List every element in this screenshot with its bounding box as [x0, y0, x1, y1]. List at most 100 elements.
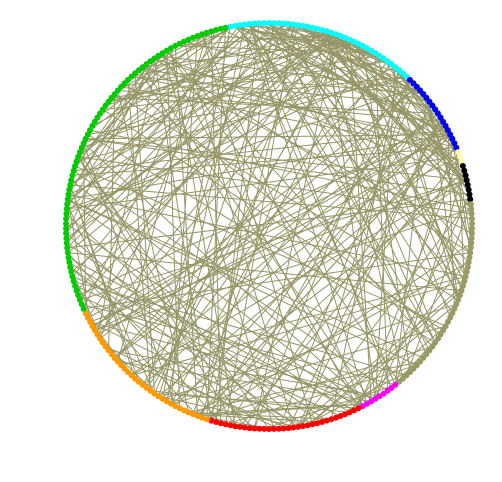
graph-node [468, 210, 475, 217]
graph-edge [69, 261, 323, 423]
graph-node [323, 28, 330, 35]
graph-edge [74, 165, 446, 327]
graph-node [185, 36, 192, 43]
graph-edge [96, 55, 159, 335]
graph-node [78, 144, 85, 151]
graph-edge [234, 25, 403, 74]
graph-node [261, 425, 268, 432]
graph-node [75, 153, 82, 160]
graph-node [227, 422, 234, 429]
graph-edge [72, 276, 376, 400]
graph-edge [66, 52, 164, 210]
graph-node [76, 149, 83, 156]
graph-edge [349, 39, 372, 402]
graph-node [67, 181, 74, 188]
graph-edge [307, 303, 457, 426]
graph-node [190, 34, 196, 41]
graph-node [468, 240, 475, 246]
graph-edge [158, 147, 457, 397]
graph-edge [146, 23, 255, 389]
graph-edge [87, 79, 410, 135]
graph-node [469, 225, 475, 232]
graph-node [67, 264, 74, 271]
graph-node [217, 25, 224, 32]
graph-edge [210, 31, 222, 424]
graph-edge [374, 194, 470, 400]
graph-node [458, 158, 465, 165]
graph-edge [68, 57, 384, 195]
graph-edge [76, 32, 332, 291]
graph-edge [77, 294, 341, 417]
graph-node [465, 186, 472, 193]
graph-edge [74, 285, 198, 417]
graph-edge [66, 22, 260, 205]
graph-node [467, 244, 474, 251]
graph-node [456, 153, 463, 160]
graph-edge [201, 24, 299, 418]
graph-node [464, 181, 471, 188]
graph-node [227, 23, 234, 30]
graph-edge [150, 37, 346, 392]
graph-edge [174, 45, 199, 417]
graph-edge [170, 325, 446, 405]
graph-node [251, 425, 258, 432]
graph-edge [297, 198, 471, 428]
graph-node [68, 268, 75, 275]
graph-node [75, 292, 82, 299]
graph-node [208, 28, 215, 35]
graph-edge [244, 129, 449, 428]
graph-node [304, 422, 311, 429]
graph-edge [206, 346, 433, 420]
graph-edge [105, 346, 280, 430]
graph-edge [134, 73, 155, 394]
graph-edge [297, 285, 464, 428]
graph-edge [108, 94, 116, 351]
graph-edge [73, 170, 388, 392]
graph-node [455, 296, 462, 303]
graph-edge [66, 24, 241, 244]
graph-edge [225, 364, 417, 425]
graph-edge [206, 242, 472, 420]
graph-node [222, 421, 229, 428]
graph-edge [307, 290, 462, 426]
graph-edge [89, 129, 472, 210]
graph-node [236, 423, 243, 430]
graph-edge [65, 32, 332, 229]
graph-node [468, 235, 475, 242]
graph-edge [94, 208, 472, 331]
graph-edge [67, 28, 318, 200]
graph-node [63, 225, 69, 232]
graph-edge [142, 66, 372, 402]
graph-edge [67, 199, 91, 322]
graph-edge [85, 138, 467, 181]
graph-edge [72, 23, 284, 277]
graph-edge [391, 63, 453, 140]
graph-edge [234, 25, 449, 131]
graph-node [304, 23, 311, 30]
graph-edge [302, 368, 414, 427]
graph-node [70, 167, 77, 174]
graph-edge [99, 86, 418, 339]
graph-edge [92, 23, 289, 127]
graph-node [78, 301, 85, 308]
graph-node [66, 259, 73, 266]
graph-node [63, 230, 70, 237]
graph-edge [374, 67, 396, 399]
graph-edge [349, 257, 470, 413]
graph-node [64, 244, 71, 251]
graph-node [465, 259, 472, 266]
graph-node [461, 278, 468, 285]
graph-node [270, 20, 277, 27]
graph-node [466, 191, 473, 198]
graph-node [453, 301, 460, 308]
graph-edge [67, 252, 222, 424]
graph-node [332, 414, 339, 421]
graph-node [459, 163, 466, 169]
graph-node [63, 240, 70, 246]
graph-node [346, 409, 353, 416]
graph-node [332, 31, 339, 38]
graph-edge [230, 26, 367, 49]
graph-edge [158, 395, 299, 428]
graph-node [256, 425, 263, 432]
